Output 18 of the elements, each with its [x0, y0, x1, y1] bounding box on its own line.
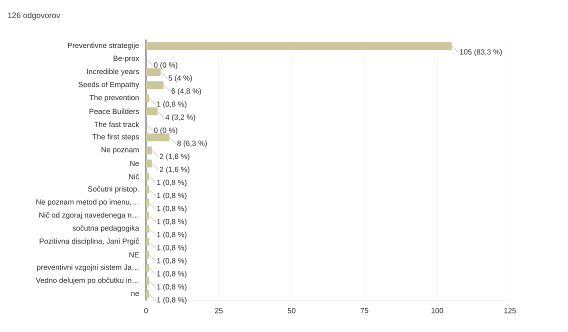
bar: [146, 186, 149, 194]
bar: [146, 238, 149, 246]
bar: [146, 250, 149, 259]
bar: [146, 160, 152, 168]
bar: [146, 172, 149, 180]
bar: [146, 212, 149, 220]
bar: [146, 198, 149, 207]
bar: [146, 264, 149, 272]
bar: [146, 224, 149, 233]
bar: [146, 42, 452, 50]
bar: [146, 107, 158, 116]
bar: [146, 146, 152, 154]
bar: [146, 81, 164, 90]
bar: [146, 290, 149, 298]
bar: [146, 133, 170, 142]
bar: [146, 94, 149, 102]
bar: [146, 277, 149, 285]
bar: [146, 68, 161, 76]
